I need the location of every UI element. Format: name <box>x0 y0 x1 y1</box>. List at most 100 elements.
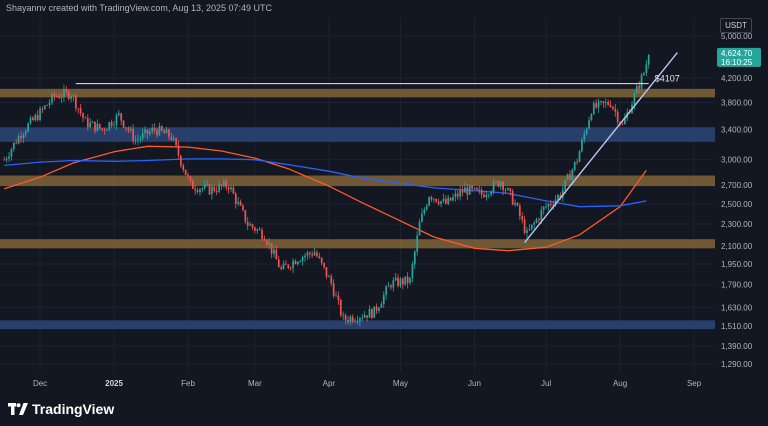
time-tick-label: May <box>393 379 408 388</box>
candle-body <box>590 114 593 121</box>
candle-body <box>495 181 497 183</box>
candle-body <box>211 186 213 195</box>
candle-body <box>507 188 509 190</box>
candle-body <box>313 252 316 256</box>
candle-body <box>592 103 595 115</box>
candle-body <box>75 95 77 109</box>
candle-body <box>110 122 113 126</box>
candle-body <box>347 319 349 322</box>
candle-body <box>535 219 538 223</box>
candle-body <box>151 128 154 132</box>
candle-body <box>478 189 481 191</box>
candlesticks <box>3 54 650 327</box>
candle-body <box>117 113 120 115</box>
candle-body <box>299 261 302 263</box>
candle-body <box>12 142 15 150</box>
candle-body <box>404 276 407 285</box>
candle-body <box>461 190 464 193</box>
price-tick-label: 3,000.00 <box>721 156 753 165</box>
candle-body <box>604 102 607 103</box>
candle-body <box>609 104 612 107</box>
price-tick-label: 1,510.00 <box>721 322 753 331</box>
candle-body <box>466 187 469 195</box>
candle-body <box>645 64 648 73</box>
price-tick-label: 3,800.00 <box>721 98 753 107</box>
candle-body <box>3 159 6 161</box>
candle-body <box>497 181 500 187</box>
candle-body <box>447 197 450 204</box>
zone-orange-3 <box>0 239 715 249</box>
candle-body <box>337 295 340 301</box>
tradingview-brand[interactable]: TradingView <box>8 401 114 417</box>
ascending-trendline <box>524 52 678 244</box>
candle-body <box>540 210 543 221</box>
candle-body <box>177 145 180 156</box>
candle-body <box>10 149 13 157</box>
candle-body <box>509 188 512 192</box>
candle-body <box>144 129 146 134</box>
candle-body <box>502 181 504 191</box>
candle-body <box>141 133 144 139</box>
candle-body <box>282 263 285 269</box>
candle-body <box>106 129 108 131</box>
candle-body <box>356 320 359 322</box>
candle-body <box>392 280 395 288</box>
candle-body <box>366 315 368 318</box>
time-axis[interactable]: Dec 2025 Feb Mar Apr May Jun Jul Aug Sep <box>33 379 702 388</box>
candle-body <box>430 197 433 200</box>
candle-body <box>390 285 392 288</box>
candle-body <box>492 181 495 192</box>
candle-body <box>597 101 600 108</box>
price-tick-label: 2,300.00 <box>721 220 753 229</box>
tradingview-logo-icon <box>8 403 28 415</box>
candle-body <box>564 179 567 190</box>
candle-body <box>148 131 151 135</box>
candle-body <box>203 184 206 189</box>
candle-body <box>98 123 101 129</box>
candle-body <box>499 181 502 187</box>
candle-body <box>239 201 242 206</box>
zone-orange-0 <box>0 88 715 98</box>
candle-body <box>265 240 268 245</box>
candle-body <box>289 267 292 269</box>
candle-body <box>63 89 65 98</box>
candle-body <box>304 255 306 258</box>
candle-body <box>53 94 56 97</box>
candle-body <box>20 136 22 138</box>
currency-label[interactable]: USDT <box>720 18 752 33</box>
candle-body <box>189 176 192 181</box>
candle-body <box>557 195 559 200</box>
price-axis-background <box>715 0 768 426</box>
time-tick-label: Jun <box>468 379 481 388</box>
candle-body <box>48 102 51 105</box>
price-tick-label: 5,000.00 <box>721 32 753 41</box>
price-tick-label: 1,950.00 <box>721 260 753 269</box>
price-axis[interactable]: 1,290.00 1,390.00 1,510.00 1,630.00 1,790.00… <box>715 0 768 426</box>
candle-body <box>215 191 218 192</box>
candle-body <box>22 134 25 138</box>
candle-body <box>490 191 493 195</box>
zone-blue-4 <box>0 320 715 330</box>
candle-body <box>256 229 259 231</box>
candle-body <box>452 197 454 201</box>
candle-body <box>370 309 373 318</box>
drawn-lines: $4107 <box>75 52 680 244</box>
candle-body <box>234 193 237 204</box>
candle-body <box>633 93 636 105</box>
candle-body <box>39 108 41 121</box>
candle-body <box>153 128 156 130</box>
candle-body <box>182 165 185 170</box>
moving-averages <box>4 145 647 252</box>
candle-body <box>125 127 127 129</box>
candle-body <box>483 194 485 198</box>
candle-body <box>552 204 555 206</box>
chart-header: Shayannv created with TradingView.com, A… <box>0 0 768 18</box>
candle-body <box>607 102 609 105</box>
candle-body <box>516 202 519 206</box>
candle-body <box>528 229 531 231</box>
candle-body <box>120 113 123 121</box>
bar-countdown-label: 16:10:25 <box>721 58 753 67</box>
candle-body <box>418 221 421 236</box>
candle-body <box>115 114 118 125</box>
